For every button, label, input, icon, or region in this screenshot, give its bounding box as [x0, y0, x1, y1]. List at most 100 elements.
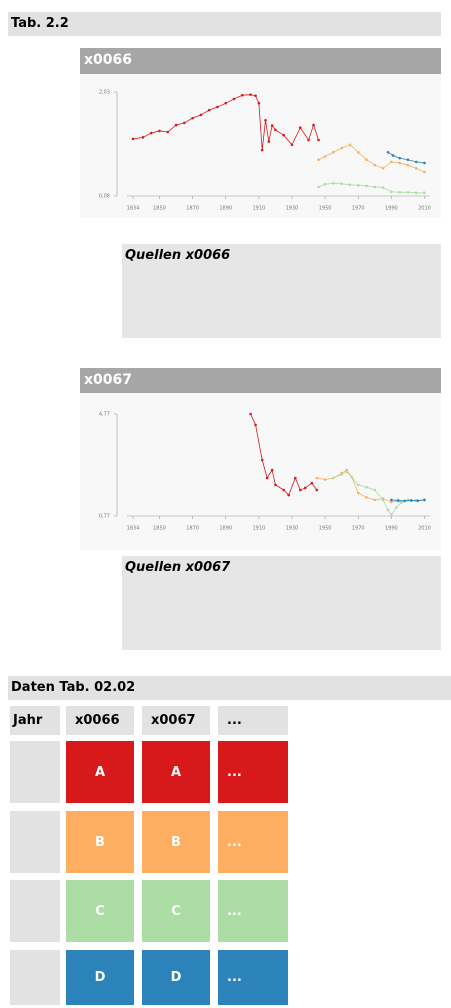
point	[191, 116, 194, 120]
point	[166, 130, 170, 134]
point	[340, 182, 343, 186]
point	[224, 101, 228, 105]
header-cell: x0067	[142, 706, 210, 735]
data-cell: D	[66, 950, 134, 1005]
point	[270, 124, 274, 127]
series-line	[387, 151, 425, 164]
data-cell: ...	[218, 950, 288, 1005]
data-cell: B	[142, 811, 210, 873]
point	[365, 184, 368, 188]
point	[406, 163, 410, 167]
point	[260, 458, 264, 462]
point	[396, 499, 400, 502]
point	[386, 150, 390, 154]
point	[345, 468, 348, 472]
series-line	[250, 413, 318, 496]
x-tick-label: 1950	[319, 206, 332, 212]
point	[216, 105, 219, 109]
y-tick-label: 4,77	[99, 412, 110, 418]
point	[423, 191, 426, 195]
point	[409, 499, 413, 502]
point	[282, 488, 286, 492]
x-tick-label: 2010	[418, 206, 431, 212]
point	[323, 155, 327, 158]
point	[423, 161, 426, 165]
point	[317, 158, 320, 162]
point	[254, 94, 257, 98]
year-cell	[10, 950, 60, 1005]
x-tick-label: 1890	[219, 526, 232, 532]
point	[390, 160, 393, 164]
point	[400, 501, 403, 504]
data-cell: ...	[218, 880, 288, 942]
chart: 0,08 2,03 1834 1850 1870 1890 1910 1930 1950 1970…	[80, 74, 441, 218]
point	[373, 498, 377, 502]
data-cell: C	[142, 880, 210, 942]
point	[303, 486, 307, 490]
point	[241, 93, 244, 97]
point	[332, 476, 335, 480]
series-line	[132, 94, 319, 151]
point	[264, 118, 267, 122]
point	[414, 191, 418, 195]
point	[315, 476, 319, 480]
series-line	[316, 469, 425, 503]
point	[356, 483, 360, 487]
point	[356, 184, 360, 187]
chart-title: x0067	[80, 368, 441, 393]
point	[317, 185, 320, 189]
x-tick-label: 1850	[153, 206, 166, 212]
point	[274, 483, 277, 487]
x-tick-label: 1950	[319, 526, 332, 532]
point	[270, 468, 274, 472]
point	[390, 190, 393, 194]
series-line	[333, 471, 425, 516]
year-cell	[10, 880, 60, 942]
point	[398, 156, 401, 160]
point	[298, 488, 302, 492]
point	[267, 140, 271, 143]
y-tick-label: 0,77	[99, 514, 110, 520]
x-tick-label: 1910	[253, 526, 266, 532]
point	[158, 129, 161, 133]
point	[381, 498, 385, 502]
point	[350, 475, 353, 479]
x-tick-label: 1990	[385, 206, 398, 212]
point	[356, 150, 360, 154]
point	[365, 485, 368, 489]
year-cell	[10, 741, 60, 803]
point	[390, 513, 393, 517]
point	[141, 136, 145, 139]
point	[323, 478, 327, 481]
point	[174, 123, 178, 127]
data-cell: C	[66, 880, 134, 942]
point	[386, 508, 390, 512]
point	[381, 166, 385, 170]
point	[414, 166, 418, 170]
point	[312, 123, 315, 127]
point	[373, 488, 377, 492]
source-box: Quellen x0066	[122, 244, 441, 338]
point	[348, 183, 352, 187]
point	[395, 506, 398, 509]
point	[365, 496, 368, 499]
point	[373, 185, 377, 189]
point	[403, 499, 406, 503]
point	[257, 101, 261, 105]
point	[274, 128, 277, 132]
x-tick-label: 1930	[286, 526, 299, 532]
x-tick-label: 1970	[352, 206, 365, 212]
point	[315, 488, 319, 492]
point	[323, 182, 327, 186]
point	[340, 473, 343, 476]
header-cell: ...	[218, 706, 288, 735]
data-cell: A	[66, 741, 134, 803]
point	[390, 500, 393, 504]
x-tick-label: 1890	[219, 206, 232, 212]
year-cell	[10, 811, 60, 873]
point	[249, 412, 252, 416]
point	[398, 190, 401, 194]
point	[290, 143, 294, 147]
point	[149, 131, 153, 135]
